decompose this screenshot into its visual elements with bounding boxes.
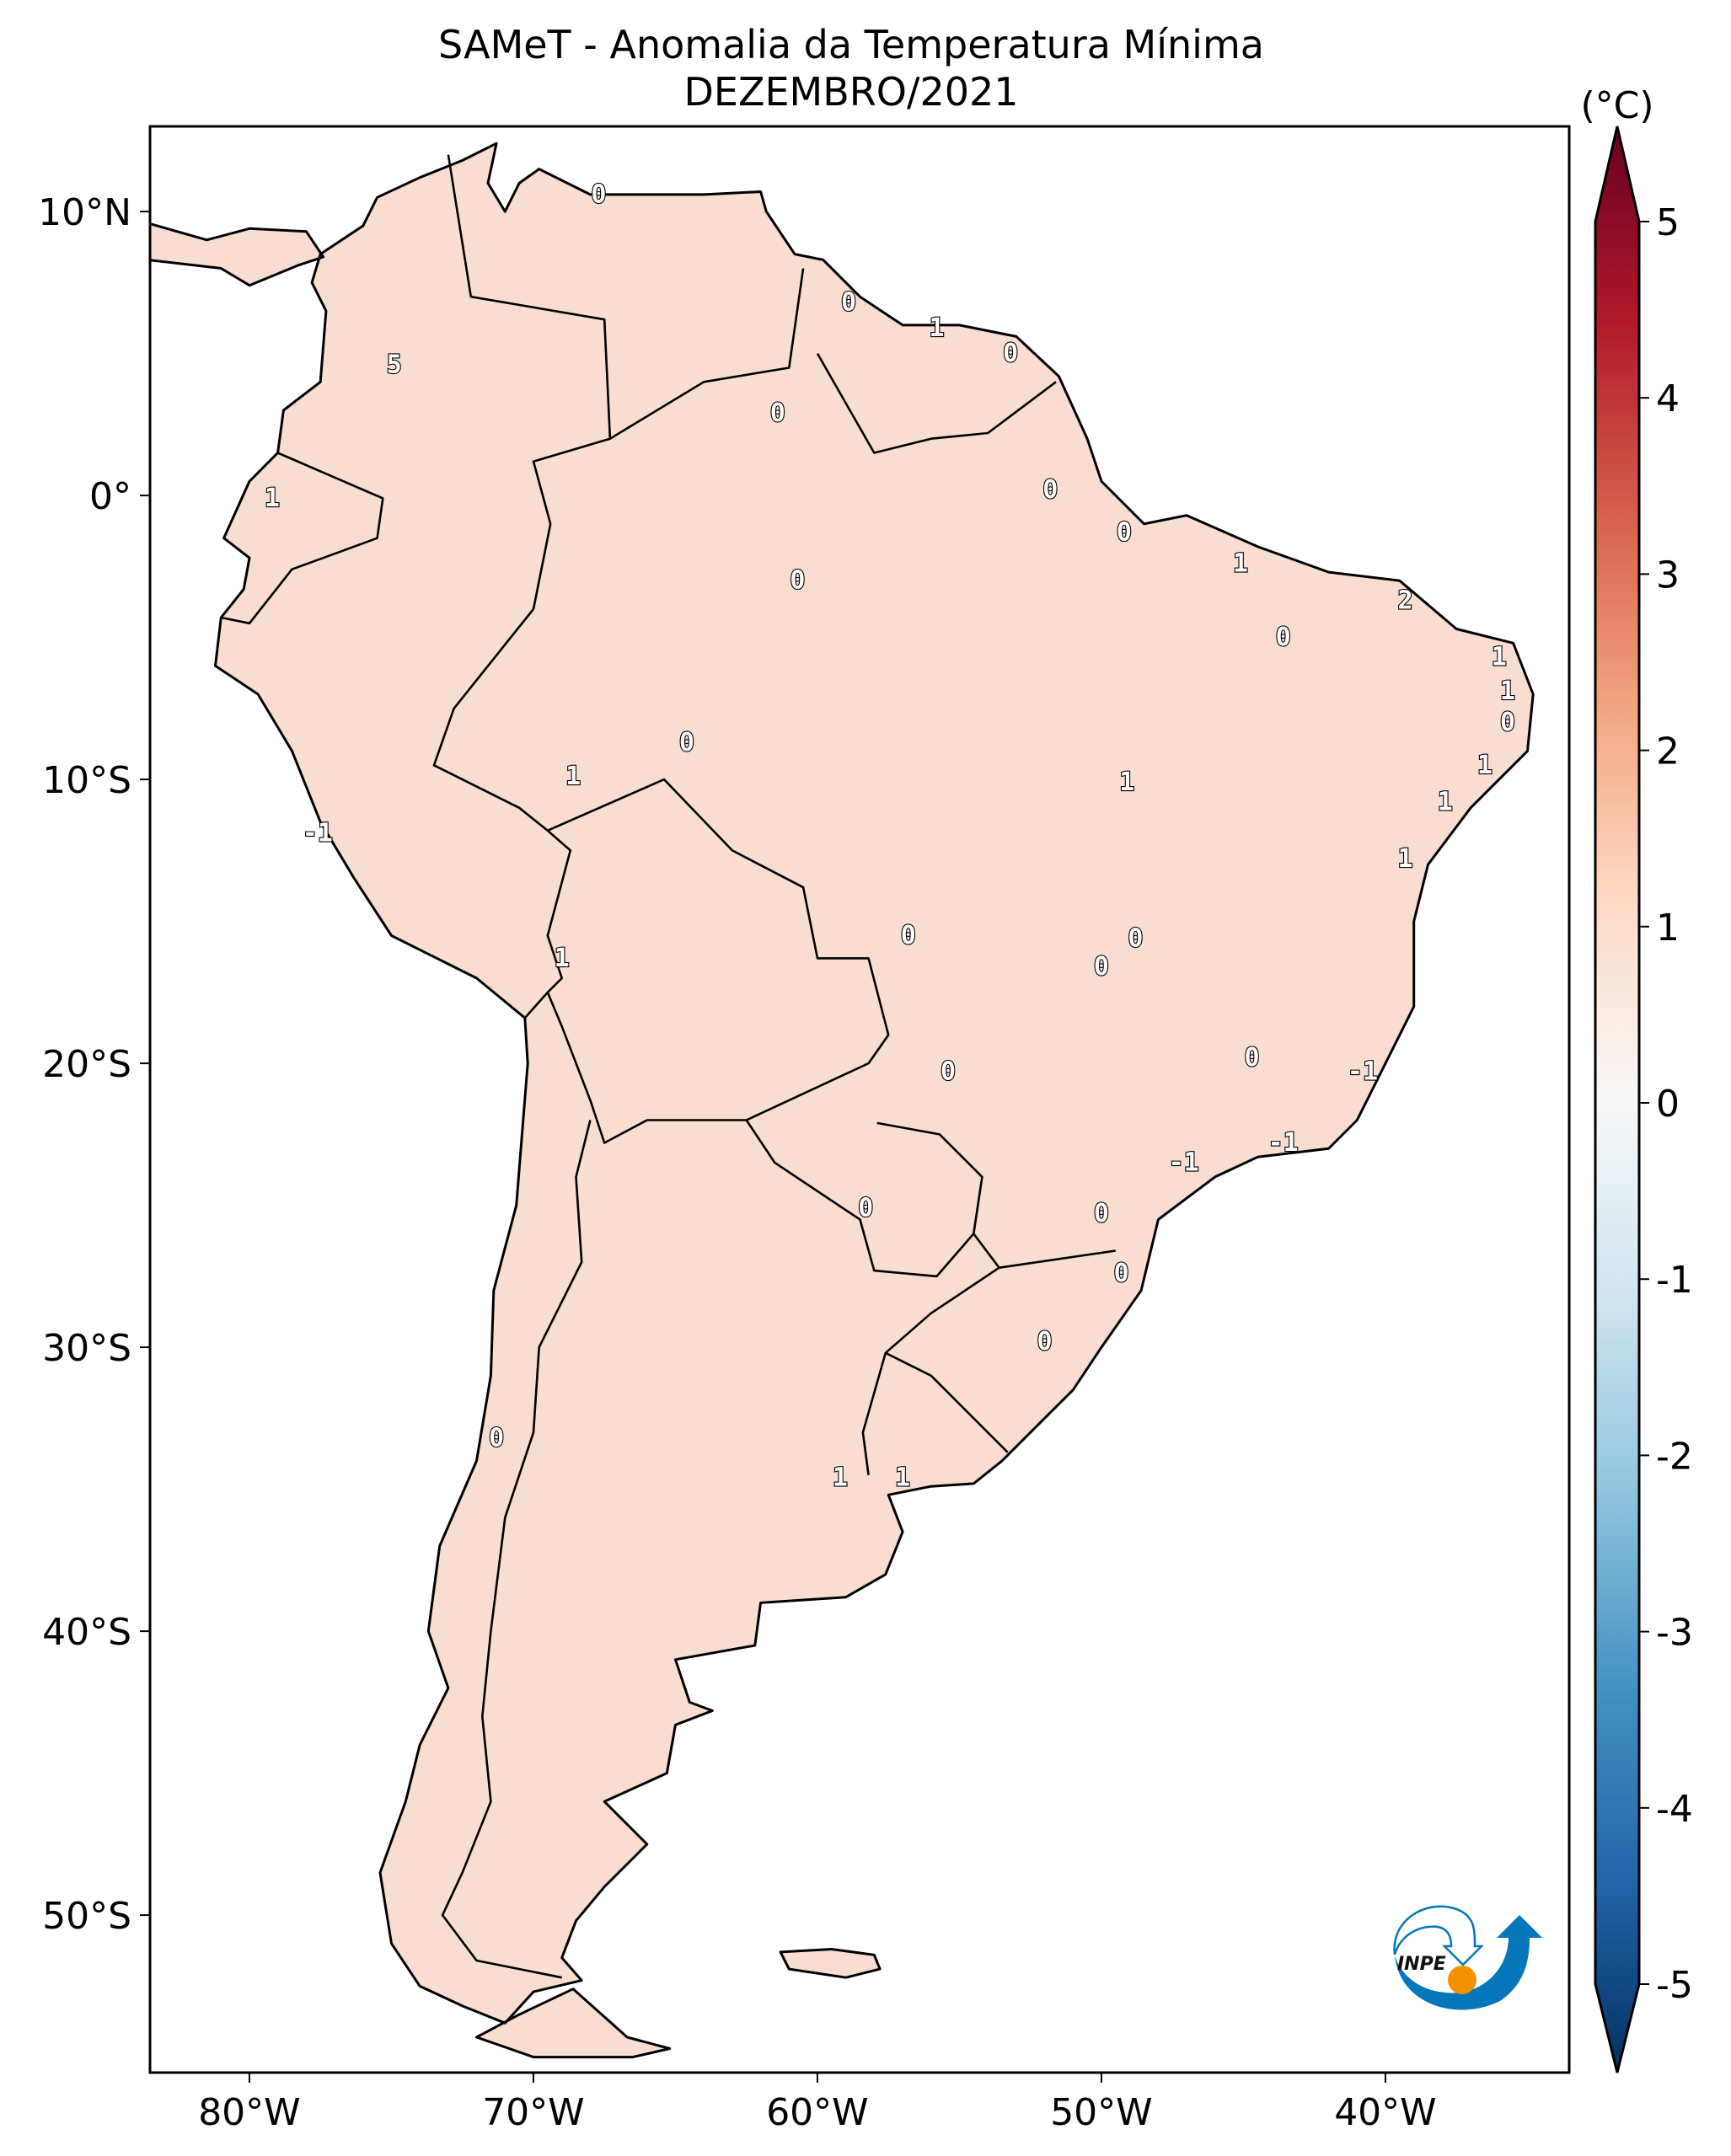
contour-label: 0 (1128, 923, 1143, 953)
contour-label: -1 (1268, 1128, 1299, 1158)
x-axis: 80°W 70°W 60°W 50°W 40°W (198, 2073, 1437, 2134)
contour-label: 1 (555, 944, 570, 973)
colorbar-tick-label: 3 (1656, 554, 1680, 597)
colorbar-tick-label: -4 (1656, 1788, 1693, 1831)
contour-label: 0 (1117, 517, 1132, 547)
contour-label: 0 (489, 1423, 504, 1452)
colorbar-tick-label: 5 (1656, 201, 1680, 244)
colorbar-tick-label: -1 (1656, 1259, 1693, 1302)
contour-label: 1 (929, 313, 944, 343)
contour-label: 1 (1398, 844, 1413, 874)
contour-label: 0 (790, 566, 805, 596)
logo-text: INPE (1397, 1954, 1446, 1975)
land-panama (150, 223, 324, 286)
country-border (816, 352, 1057, 454)
colorbar-bar (1594, 126, 1641, 2073)
colorbar: (°C) 5 4 3 2 1 0 -1 -2 -3 -4 -5 (1580, 84, 1693, 2073)
contour-label: 0 (1037, 1327, 1053, 1356)
contour-label: 1 (265, 484, 280, 513)
colorbar-tick-label: 4 (1656, 377, 1680, 420)
contour-label: 0 (679, 728, 694, 757)
colorbar-tick-label: 0 (1656, 1083, 1680, 1126)
contour-label: 1 (1500, 677, 1515, 706)
y-tick-label: 30°S (42, 1327, 131, 1370)
colorbar-tick-label: -2 (1656, 1435, 1693, 1478)
contour-label: 0 (941, 1057, 956, 1087)
y-tick-label: 20°S (42, 1043, 131, 1086)
country-border (609, 268, 805, 440)
country-border (546, 778, 890, 1144)
contour-label: 0 (901, 921, 916, 950)
contour-label: 1 (1119, 768, 1134, 797)
y-tick-label: 10°S (42, 759, 131, 802)
colorbar-tick-label: 1 (1656, 907, 1680, 950)
contour-label: 0 (858, 1193, 873, 1222)
contour-label: 5 (387, 350, 402, 380)
coast-panama (150, 222, 325, 287)
contour-label: 1 (895, 1463, 910, 1493)
land-fill (150, 143, 1534, 2057)
y-tick-label: 0° (89, 475, 131, 518)
colorbar-tick-label: -5 (1656, 1964, 1693, 2007)
contour-label: -1 (303, 819, 333, 848)
country-border (861, 1352, 887, 1475)
contour-label: 0 (841, 287, 856, 317)
x-tick-label: 80°W (198, 2091, 301, 2134)
land-fuego (476, 1988, 670, 2057)
contour-label: 0 (1094, 952, 1109, 982)
coast-mainland (214, 142, 1535, 2025)
contour-label: 0 (591, 179, 606, 209)
chart-subtitle: DEZEMBRO/2021 (683, 69, 1019, 115)
contour-label: 0 (1276, 623, 1291, 652)
contour-label: 0 (1003, 339, 1018, 368)
country-border (745, 1119, 983, 1278)
coast-fuego (475, 1987, 672, 2059)
logo-sun-icon (1448, 1966, 1476, 1994)
contour-label: 1 (1477, 751, 1493, 780)
inpe-logo: INPE (1393, 1905, 1542, 2010)
contour-label: -1 (1169, 1148, 1199, 1178)
x-tick-label: 60°W (766, 2091, 869, 2134)
y-tick-label: 10°N (38, 191, 131, 234)
contour-label: 2 (1398, 586, 1413, 615)
contour-label: 0 (1042, 475, 1058, 505)
x-tick-label: 40°W (1334, 2091, 1437, 2134)
coastline (150, 142, 1535, 2059)
chart-title: SAMeT - Anomalia da Temperatura Mínima (438, 22, 1264, 67)
coast-falklands (779, 1948, 882, 1979)
country-border (432, 608, 572, 1019)
contour-label: 1 (1438, 788, 1453, 817)
colorbar-tick-label: -3 (1656, 1612, 1693, 1655)
country-border (441, 1120, 592, 1979)
contour-label: 1 (565, 762, 581, 791)
contour-label: 1 (1233, 548, 1248, 578)
y-tick-label: 40°S (42, 1611, 131, 1654)
contour-label: 1 (1492, 643, 1507, 672)
contour-label: 0 (1094, 1199, 1109, 1228)
contour-label: 0 (1500, 708, 1515, 737)
country-border (221, 452, 384, 625)
contour-label: -1 (1348, 1057, 1378, 1087)
logo-arrow-icon (1395, 1915, 1542, 2010)
contour-label: 0 (770, 399, 785, 428)
y-tick-label: 50°S (42, 1895, 131, 1938)
colorbar-label: (°C) (1580, 84, 1653, 127)
x-tick-label: 70°W (482, 2091, 585, 2134)
x-tick-label: 50°W (1050, 2091, 1153, 2134)
land-mainland (215, 143, 1534, 2024)
plot-frame (148, 125, 1571, 2074)
contour-label: 0 (1114, 1259, 1129, 1288)
country-border (884, 1233, 1009, 1453)
colorbar-tick-label: 2 (1656, 730, 1680, 773)
y-axis: 10°N 0° 10°S 20°S 30°S 40°S 50°S (38, 191, 150, 1938)
contour-label: 0 (1245, 1043, 1260, 1073)
country-border (999, 1249, 1116, 1269)
contour-label: 1 (833, 1463, 848, 1493)
